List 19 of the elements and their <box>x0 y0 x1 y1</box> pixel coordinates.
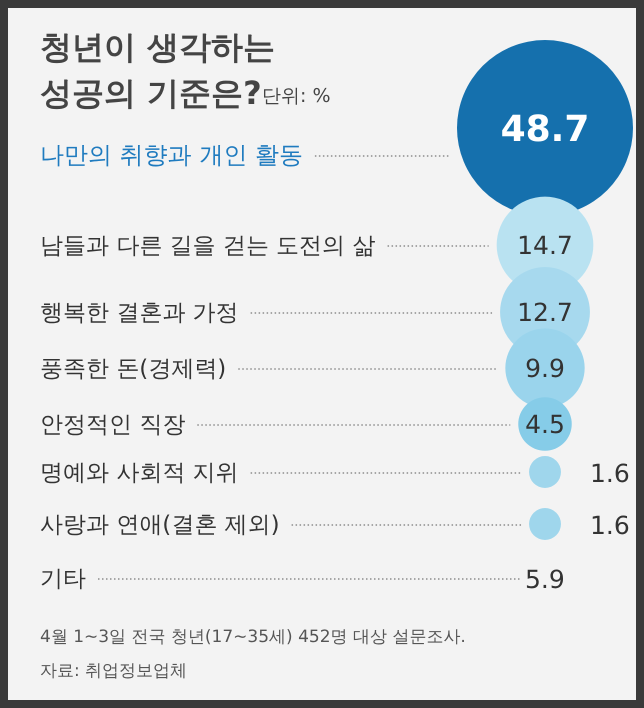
category-label: 사랑과 연애(결혼 제외) <box>40 512 280 538</box>
data-label: 5.9 <box>525 565 565 594</box>
category-label: 남들과 다른 길을 걷는 도전의 삶 <box>40 233 376 259</box>
category-label: 풍족한 돈(경제력) <box>40 356 226 382</box>
data-label: 12.7 <box>517 298 573 327</box>
data-label: 4.5 <box>525 410 565 439</box>
category-label: 기타 <box>40 566 86 592</box>
data-label: 1.6 <box>590 459 630 488</box>
category-label: 안정적인 직장 <box>40 412 186 438</box>
data-label: 14.7 <box>517 231 573 260</box>
text: 4월 1~3일 전국 청년(17~35세) 452명 대상 설문조사. <box>40 627 466 647</box>
data-label: 48.7 <box>500 109 590 150</box>
data-label: 9.9 <box>525 354 565 383</box>
category-label: 명예와 사회적 지위 <box>40 460 239 486</box>
data-label: 1.6 <box>590 511 630 540</box>
category-label: 행복한 결혼과 가정 <box>40 300 239 326</box>
category-label: 나만의 취향과 개인 활동 <box>40 141 303 169</box>
text: 자료: 취업정보업체 <box>40 661 188 681</box>
text: 단위: % <box>262 85 330 107</box>
